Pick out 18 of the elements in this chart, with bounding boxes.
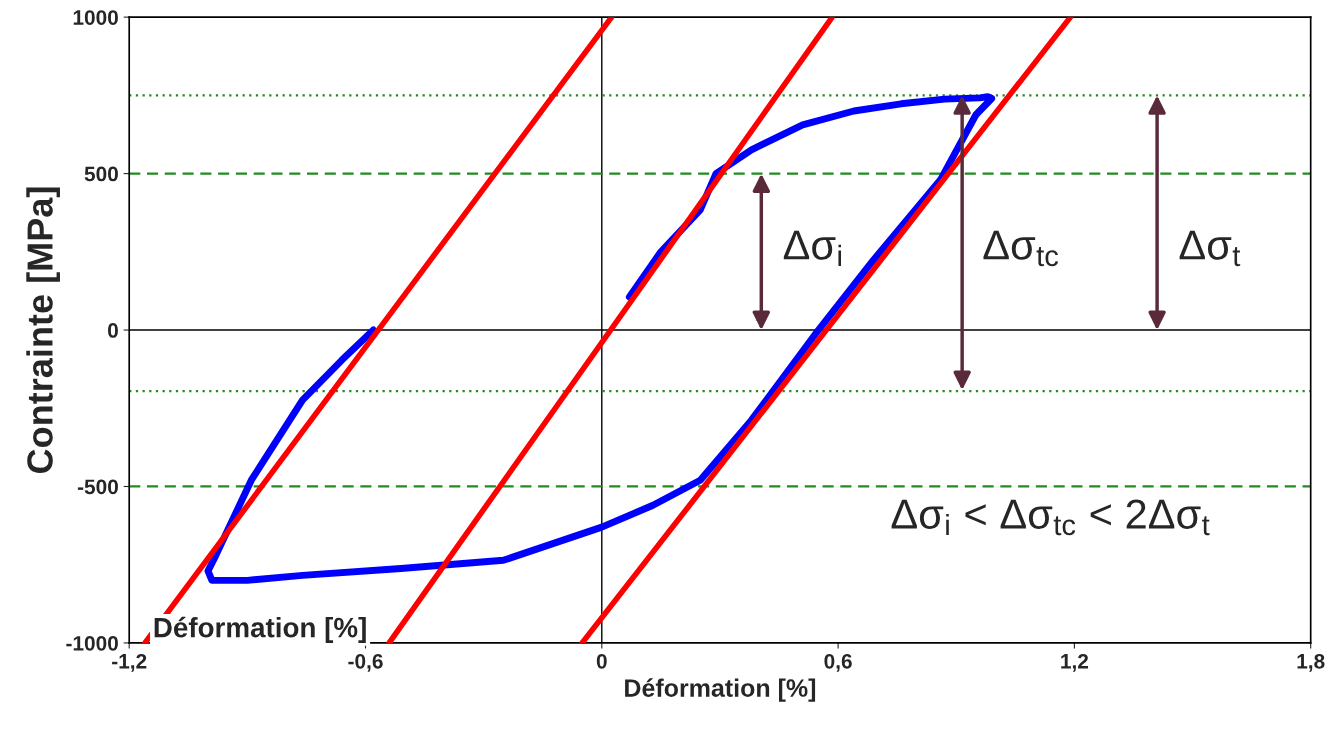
y-tick-label: 1000 — [73, 10, 118, 25]
x-tick-label: -0,6 — [348, 653, 383, 672]
y-tick-label: 0 — [108, 323, 118, 338]
annotation: Δσ$_{t}$ — [1179, 230, 1241, 267]
annotation: Δσ$_{tc}$ — [983, 230, 1059, 267]
y-axis-title: Contrainte [MPa] — [26, 187, 60, 473]
y-tick-label: 500 — [84, 166, 118, 182]
x-tick-label: 1,8 — [1297, 653, 1325, 672]
annotation: Δσ$_{i}$ — [783, 230, 842, 266]
x-tick-label: 0 — [596, 653, 607, 669]
x-tick-label: -1,2 — [112, 653, 147, 672]
x-tick-label: 0,6 — [824, 653, 852, 672]
annotation: Δσ$_{i}$ < Δσ$_{tc}$ < 2Δσ$_{t}$ — [891, 499, 1210, 536]
y-tick-label: -500 — [77, 479, 118, 495]
annotation: Déformation [%] — [154, 616, 366, 643]
y-tick-label: -1000 — [66, 635, 118, 651]
x-tick-label: 1,2 — [1061, 653, 1089, 672]
x-axis-title: Déformation [%] — [625, 678, 816, 702]
